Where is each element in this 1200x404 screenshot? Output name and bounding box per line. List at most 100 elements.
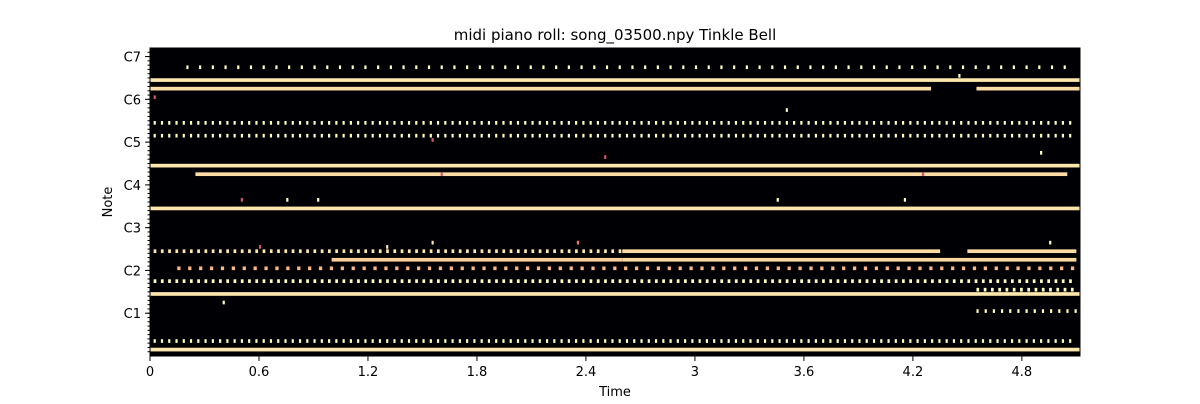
note-event bbox=[778, 339, 781, 343]
note-event bbox=[909, 121, 912, 125]
note-event bbox=[349, 121, 352, 125]
note-event bbox=[800, 279, 803, 283]
note-event bbox=[524, 339, 527, 343]
note-event bbox=[952, 133, 956, 138]
note-event bbox=[553, 249, 556, 254]
note-event bbox=[974, 339, 977, 343]
note-event bbox=[480, 249, 484, 254]
note-event bbox=[487, 121, 491, 125]
note-event bbox=[495, 279, 498, 283]
note-event bbox=[734, 339, 738, 343]
note-event bbox=[860, 65, 863, 70]
note-event bbox=[976, 309, 979, 313]
note-event bbox=[371, 249, 375, 254]
note-event bbox=[981, 279, 985, 283]
note-event bbox=[378, 133, 382, 138]
note-event bbox=[798, 266, 802, 271]
note-event bbox=[313, 339, 316, 343]
note-event bbox=[604, 279, 607, 283]
note-event bbox=[872, 65, 876, 70]
note-event bbox=[349, 133, 352, 138]
note-event bbox=[487, 279, 491, 283]
note-event bbox=[240, 121, 243, 125]
x-tick-label: 3.6 bbox=[794, 365, 815, 380]
note-event bbox=[691, 121, 694, 125]
note-event bbox=[262, 339, 265, 343]
note-event bbox=[918, 266, 922, 271]
note-event bbox=[756, 339, 759, 343]
note-event bbox=[1050, 65, 1054, 70]
note-event bbox=[923, 133, 926, 138]
note-event bbox=[415, 121, 418, 125]
note-event bbox=[662, 279, 665, 283]
note-event bbox=[567, 339, 570, 343]
y-tick-label: C6 bbox=[124, 93, 141, 108]
note-event bbox=[400, 133, 403, 138]
note-event bbox=[756, 121, 759, 125]
note-event bbox=[386, 121, 389, 125]
note-event bbox=[320, 279, 324, 283]
note-event bbox=[836, 133, 839, 138]
note-event bbox=[431, 138, 434, 142]
note-event bbox=[921, 172, 925, 177]
note-event bbox=[317, 198, 320, 202]
note-event bbox=[560, 249, 564, 254]
note-event bbox=[605, 65, 609, 70]
note-event bbox=[255, 133, 258, 138]
note-event bbox=[691, 339, 694, 343]
note-event bbox=[386, 245, 389, 249]
note-event bbox=[1038, 65, 1041, 70]
note-event bbox=[1047, 339, 1050, 343]
note-event bbox=[822, 121, 825, 125]
note-event bbox=[318, 266, 323, 271]
note-event bbox=[847, 65, 850, 70]
note-event bbox=[1063, 65, 1066, 70]
note-event bbox=[996, 339, 999, 343]
note-event bbox=[436, 279, 440, 283]
note-event bbox=[763, 133, 767, 138]
note-event bbox=[989, 121, 992, 125]
note-event bbox=[640, 133, 643, 138]
note-event bbox=[269, 339, 273, 343]
note-event bbox=[851, 121, 854, 125]
note-event bbox=[676, 279, 680, 283]
note-event bbox=[364, 133, 367, 138]
note-event bbox=[233, 121, 236, 125]
note-event bbox=[269, 249, 273, 254]
note-event bbox=[662, 133, 665, 138]
note-event bbox=[298, 121, 302, 125]
note-event bbox=[487, 339, 491, 343]
note-event bbox=[938, 121, 941, 125]
note-event bbox=[342, 249, 346, 254]
note-event bbox=[197, 121, 200, 125]
note-event bbox=[168, 339, 171, 343]
note-event bbox=[415, 249, 418, 254]
note-event bbox=[286, 198, 289, 202]
note-event bbox=[996, 279, 1000, 283]
x-axis-label: Time bbox=[598, 385, 631, 400]
note-event bbox=[981, 121, 985, 125]
note-event bbox=[931, 339, 934, 343]
note-event bbox=[1040, 121, 1043, 125]
note-event bbox=[633, 121, 636, 125]
note-event bbox=[371, 121, 374, 125]
note-event bbox=[785, 121, 788, 125]
note-event bbox=[1058, 309, 1061, 313]
note-event bbox=[1025, 133, 1028, 138]
x-tick-label: 1.2 bbox=[358, 365, 379, 380]
note-event bbox=[596, 279, 600, 283]
note-event bbox=[604, 155, 607, 159]
note-event bbox=[262, 133, 265, 138]
note-event bbox=[894, 339, 897, 343]
note-event bbox=[422, 279, 426, 283]
note-event bbox=[431, 240, 434, 245]
note-event bbox=[211, 65, 214, 70]
y-tick-label: C1 bbox=[124, 307, 141, 322]
note-event bbox=[602, 266, 606, 271]
note-event bbox=[865, 339, 868, 343]
note-event bbox=[951, 266, 955, 271]
note-event bbox=[342, 339, 345, 343]
note-event bbox=[604, 339, 607, 343]
note-event bbox=[1041, 287, 1045, 292]
note-event bbox=[306, 249, 309, 254]
